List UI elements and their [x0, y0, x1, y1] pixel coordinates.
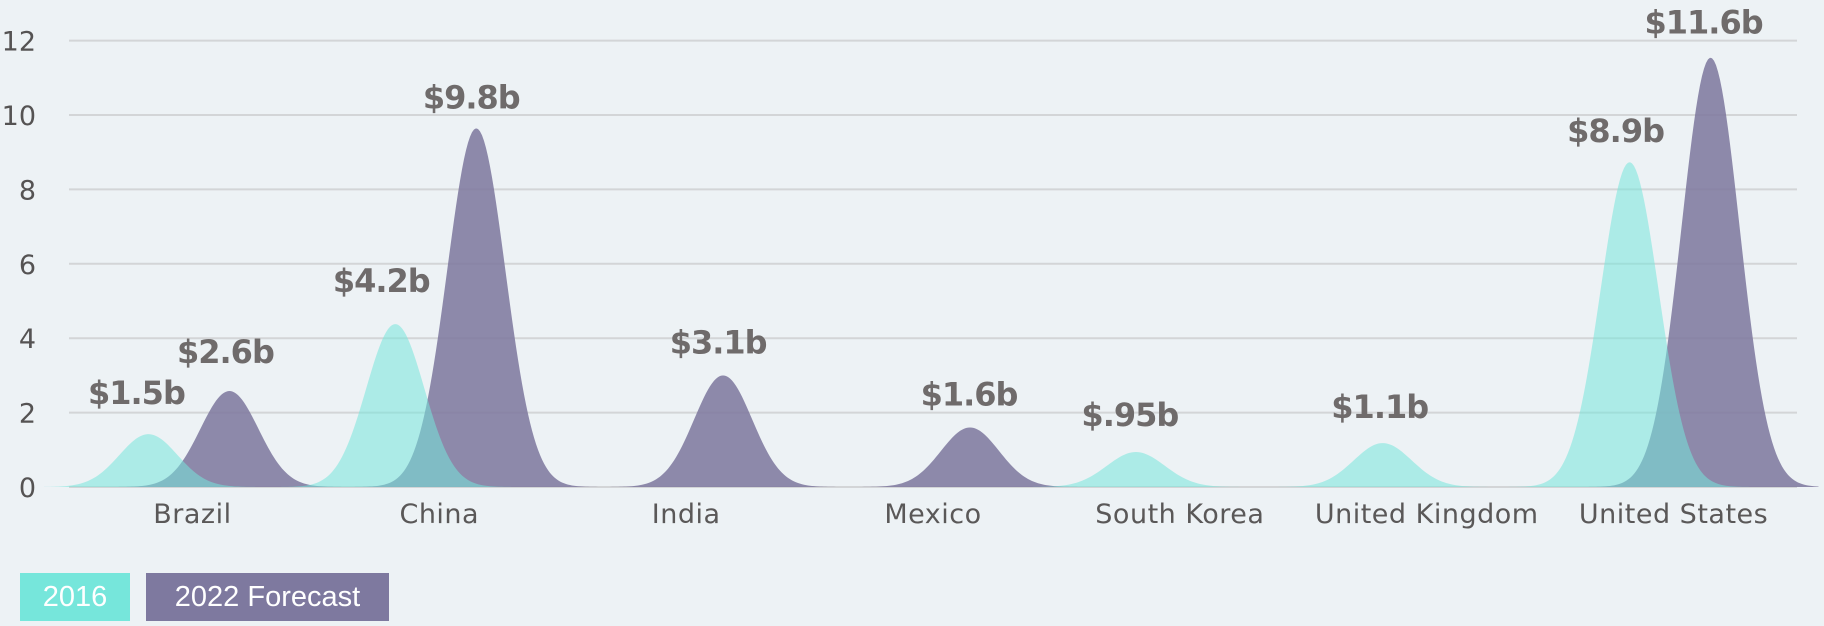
x-category-label: India [652, 499, 721, 530]
data-label: $8.9b [1567, 112, 1664, 150]
y-tick-label: 2 [19, 399, 36, 430]
data-label: $11.6b [1645, 4, 1763, 42]
data-labels: $1.5b $4.2b $.95b $1.1b $8.9b $2.6b $9.8b $3.1b… [88, 4, 1764, 434]
gridlines [69, 39, 1797, 488]
area-series-2016 [44, 162, 1819, 487]
y-tick-label: 6 [19, 250, 36, 281]
y-tick-label: 8 [19, 175, 36, 206]
y-tick-label: 12 [2, 27, 36, 58]
legend-item-2022-forecast[interactable]: 2022 Forecast [146, 573, 389, 621]
y-tick-label: 10 [2, 101, 36, 132]
area-series-2022-forecast [44, 57, 1819, 488]
x-category-label: United Kingdom [1315, 499, 1539, 530]
x-axis: Brazil China India Mexico South Korea United … [153, 499, 1768, 530]
data-label: $1.6b [921, 375, 1018, 413]
legend-item-2016[interactable]: 2016 [20, 573, 130, 621]
x-category-label: Brazil [153, 499, 231, 530]
data-label: $9.8b [423, 78, 520, 116]
legend: 2016 2022 Forecast [20, 573, 389, 621]
data-label: $2.6b [177, 333, 274, 371]
data-label: $1.1b [1331, 388, 1428, 426]
data-label: $.95b [1081, 396, 1178, 434]
x-category-label: United States [1579, 499, 1768, 530]
data-label: $3.1b [670, 323, 767, 361]
x-category-label: South Korea [1095, 499, 1264, 530]
x-category-label: Mexico [884, 499, 981, 530]
y-tick-label: 0 [19, 473, 36, 504]
y-axis: 0 2 4 6 8 10 12 [2, 27, 36, 504]
x-category-label: China [399, 499, 479, 530]
y-tick-label: 4 [19, 324, 36, 355]
data-label: $4.2b [333, 262, 430, 300]
legend-label: 2016 [42, 580, 108, 613]
data-label: $1.5b [88, 374, 185, 412]
legend-label: 2022 Forecast [174, 580, 361, 613]
series-areas [44, 57, 1819, 488]
